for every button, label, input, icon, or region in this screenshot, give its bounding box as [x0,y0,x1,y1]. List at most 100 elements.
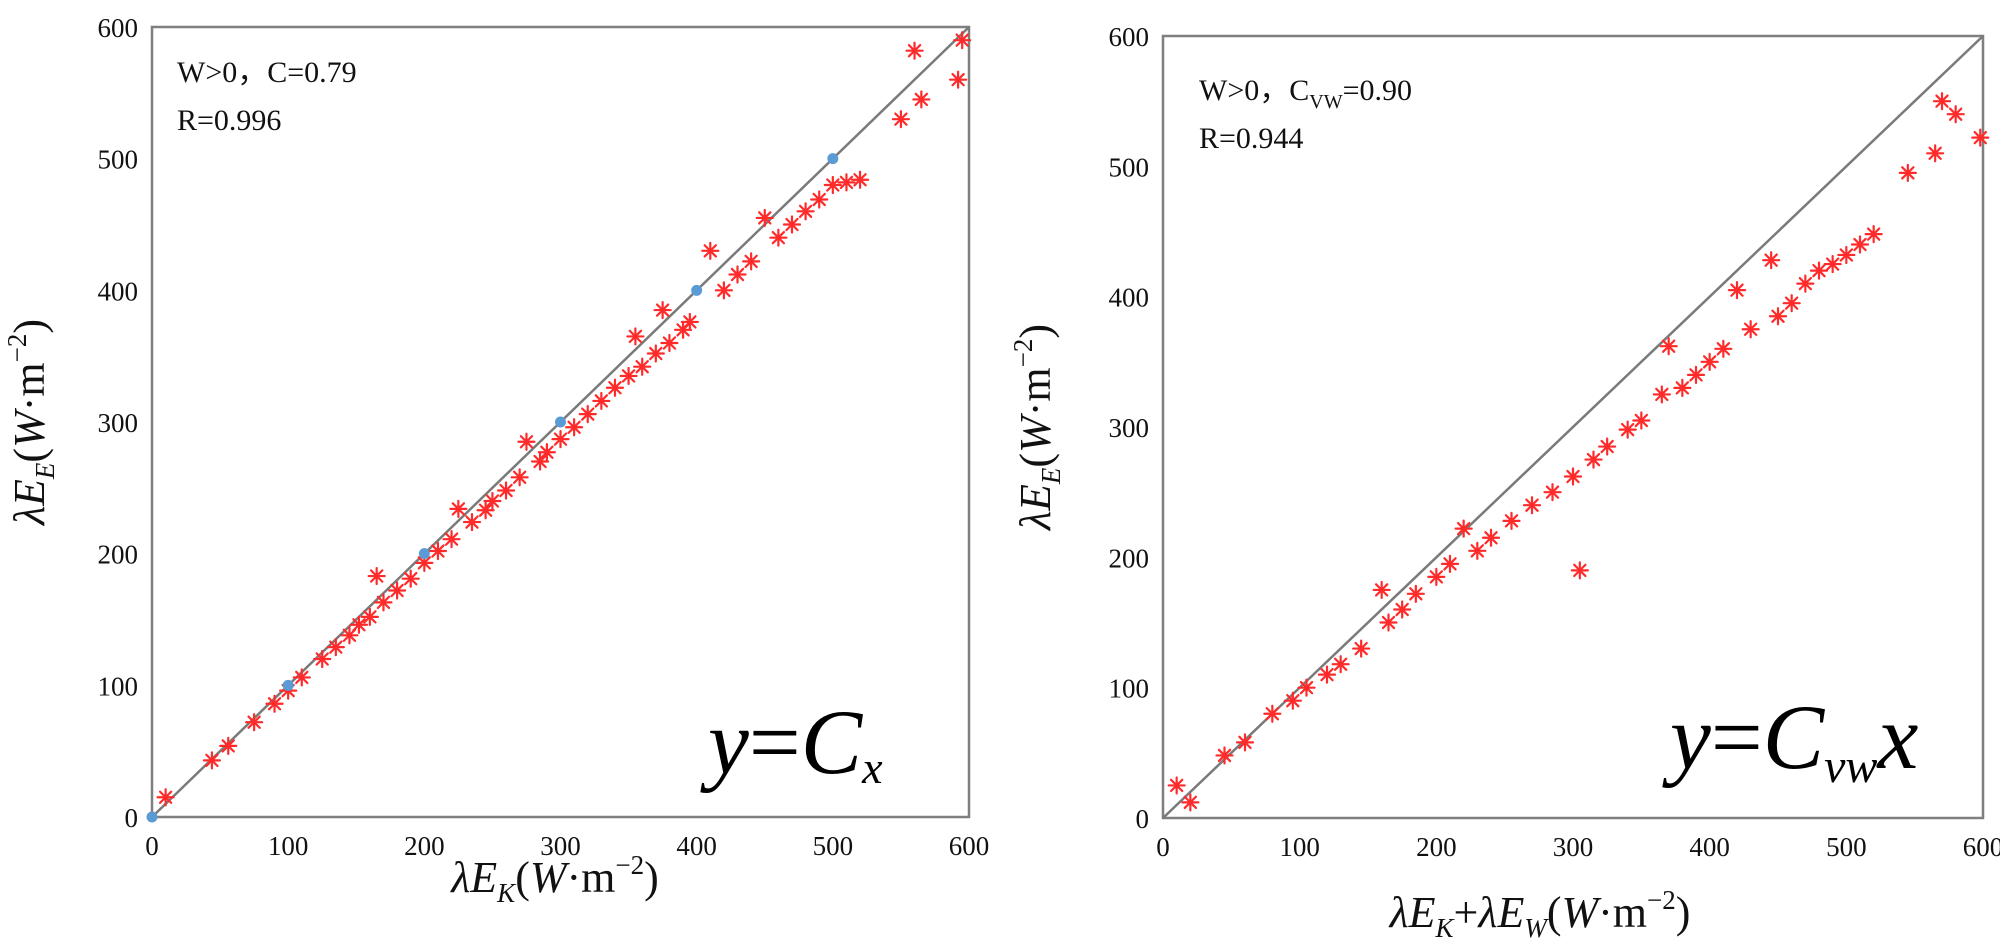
left-scatter-markers [156,31,972,807]
right-data-point [1522,496,1542,515]
right-data-point [1406,584,1425,603]
left-y-tick-label: 600 [98,13,139,43]
right-data-point [1782,294,1801,313]
left-x-tick-label: 500 [813,831,854,861]
right-data-point [1700,352,1719,371]
left-data-point [313,649,332,669]
right-y-tick-label: 300 [1109,413,1150,443]
right-data-point [1215,746,1234,765]
right-data-point [1898,163,1917,182]
right-data-point [1454,519,1473,538]
right-x-tick-label: 100 [1279,832,1320,862]
left-data-point [483,491,502,511]
left-x-tick-label: 400 [676,831,717,861]
left-data-point [646,344,665,363]
left-x-tick-label: 600 [949,831,990,861]
left-annotation-r: R=0.996 [177,104,281,137]
right-data-point [1181,793,1200,812]
left-annotation-line1: W>0，C=0.79 [177,56,357,89]
left-data-point [653,300,672,320]
right-equation: y=Cvwx [1662,686,1918,793]
left-data-point [388,581,407,600]
left-data-point [769,228,788,247]
left-y-tick-label: 200 [98,540,139,570]
right-data-point [1823,254,1842,274]
left-data-point [891,110,911,129]
right-data-point [1379,613,1398,632]
left-data-point [415,553,434,572]
right-data-point [1481,528,1501,547]
right-y-tick-labels: 0 100 200 300 400 500 600 [1109,22,1150,834]
right-y-tick-label: 500 [1109,152,1150,182]
left-data-point [449,499,468,519]
right-data-point [1235,733,1255,752]
right-data-point [1926,144,1945,163]
left-data-point [605,378,625,397]
left-data-point [837,173,856,192]
left-data-point [496,481,516,500]
left-data-point [796,202,815,221]
right-data-point [1673,378,1692,397]
left-data-point [905,41,924,60]
left-data-point [953,31,972,50]
left-data-point [374,593,393,612]
right-data-point [1598,437,1617,456]
right-data-point [1468,541,1487,560]
right-data-point [1618,420,1637,439]
left-data-point [810,190,829,209]
left-data-point [912,90,931,109]
left-x-tick-label: 100 [268,831,309,861]
left-x-tick-label: 200 [404,831,445,861]
right-data-point [1809,261,1829,280]
right-y-tick-label: 400 [1109,283,1150,313]
right-y-tick-label: 100 [1109,674,1150,704]
right-y-axis-label: λEE(W·m−2) [1008,324,1066,532]
left-data-point [714,281,734,300]
left-data-point [626,327,645,346]
right-data-point [1652,385,1671,404]
right-x-tick-label: 300 [1553,832,1594,862]
right-annotation-r: R=0.944 [1199,122,1303,155]
left-data-point [680,312,699,332]
right-data-point [1768,307,1788,326]
right-data-point [1932,92,1952,111]
left-y-tick-label: 0 [125,803,139,833]
right-x-tick-label: 400 [1689,832,1730,862]
left-x-tick-labels: 0 100 200 300 400 500 600 [145,831,989,861]
right-y-tick-label: 200 [1109,543,1150,573]
right-data-point [1714,339,1733,358]
left-y-tick-label: 400 [98,276,139,306]
left-data-point [742,252,761,271]
left-y-axis-label: λEE(W·m−2) [2,319,60,527]
left-data-point [360,607,379,626]
right-data-point [1946,105,1965,124]
right-data-point [1563,467,1583,486]
right-data-point [1167,776,1186,795]
right-data-point [1502,511,1521,530]
right-data-point [1864,225,1883,244]
left-data-point [292,668,311,687]
left-data-point [823,175,842,195]
left-reference-point [827,153,839,165]
left-reference-point [282,679,294,691]
right-y-tick-label: 0 [1136,804,1150,834]
left-x-tick-label: 0 [145,831,159,861]
left-y-tick-label: 500 [98,145,139,175]
right-y-tick-label: 600 [1109,22,1150,52]
left-data-point [701,241,720,260]
left-data-point [565,418,584,437]
left-y-tick-label: 300 [98,408,139,438]
right-data-point [1584,450,1603,469]
left-data-point [578,405,597,424]
right-data-point [1317,665,1337,684]
left-data-point [949,70,968,89]
right-data-point [1393,600,1412,619]
left-data-point [265,694,284,713]
right-data-point [1741,320,1760,339]
left-data-point [755,208,774,228]
left-data-point [592,391,611,411]
left-data-point [462,512,482,532]
